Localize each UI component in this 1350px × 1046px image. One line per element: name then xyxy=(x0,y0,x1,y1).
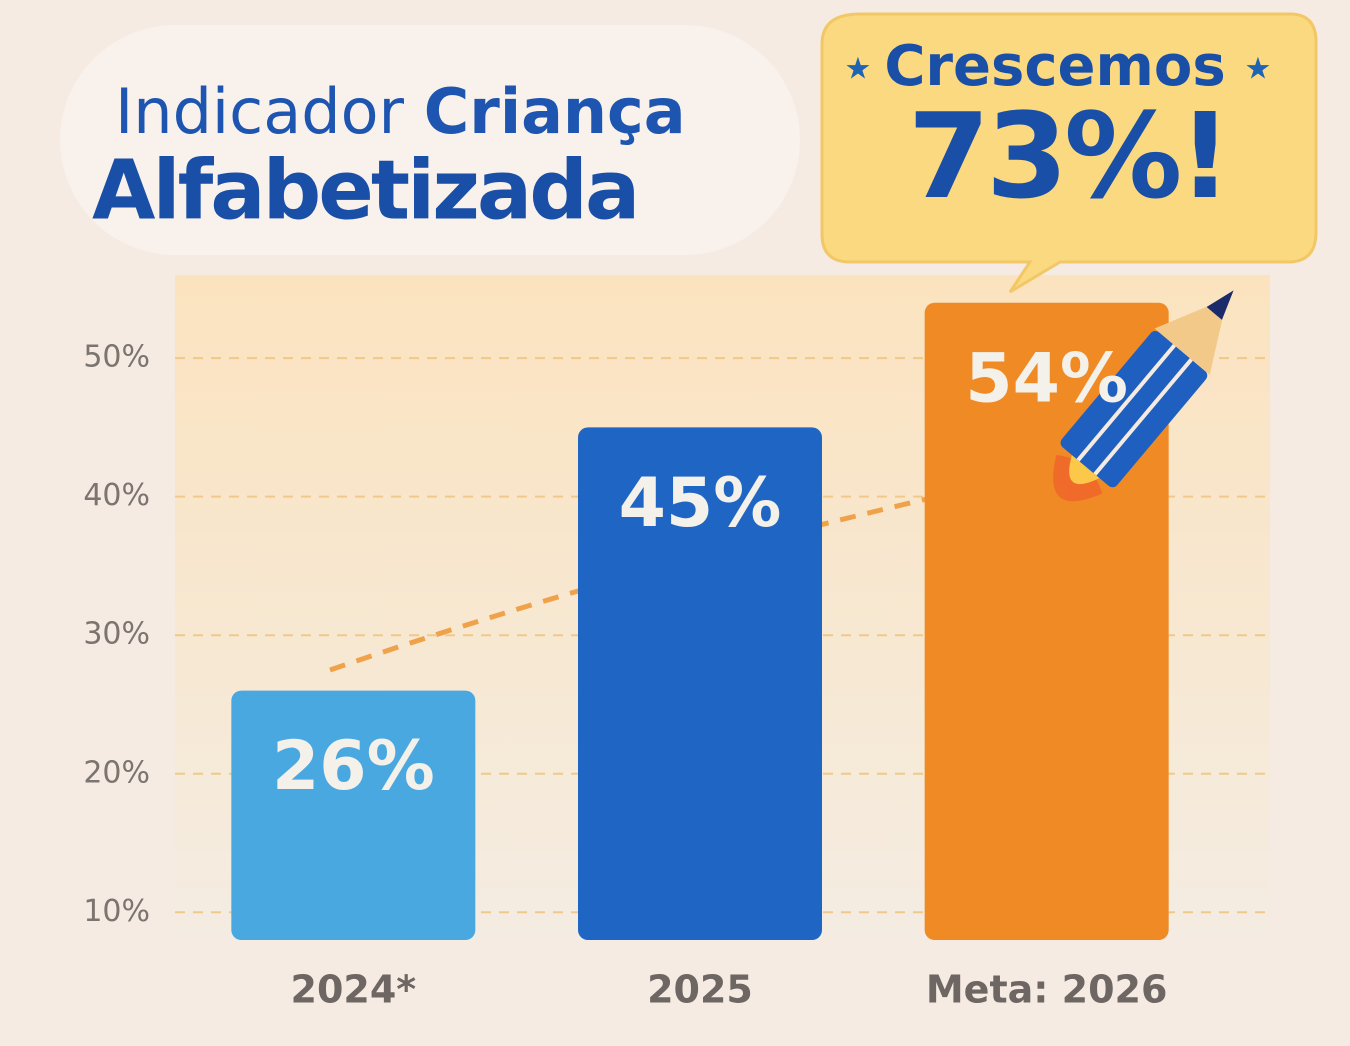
annotation: 73%! xyxy=(908,87,1228,225)
speech-bubble: ★ ★ xyxy=(820,12,1318,294)
value-label: 26% xyxy=(272,727,435,806)
chart-title-line2: Alfabetizada xyxy=(92,143,637,238)
x-tick-label: 2024* xyxy=(291,968,417,1012)
y-tick-label: 50% xyxy=(83,340,150,375)
y-tick-label: 40% xyxy=(83,478,150,513)
x-tick-label: 2025 xyxy=(647,968,753,1012)
bar xyxy=(578,427,822,940)
value-label: 54% xyxy=(965,339,1128,418)
y-tick-label: 10% xyxy=(83,894,150,929)
annotation: Crescemos xyxy=(884,34,1225,99)
bars xyxy=(175,302,1270,940)
svg-text:★: ★ xyxy=(845,52,872,87)
value-label: 45% xyxy=(619,464,782,543)
rocket-pencil xyxy=(1053,290,1234,502)
x-tick-label: Meta: 2026 xyxy=(926,968,1168,1012)
svg-text:★: ★ xyxy=(1245,52,1272,87)
bar xyxy=(231,690,476,940)
y-tick-label: 30% xyxy=(83,617,150,652)
title-bold: Criança xyxy=(424,75,686,148)
y-tick-label: 20% xyxy=(83,755,150,790)
title-panel xyxy=(60,25,800,255)
chart-title: Indicador Criança xyxy=(115,75,686,148)
title-light: Indicador xyxy=(115,75,405,148)
